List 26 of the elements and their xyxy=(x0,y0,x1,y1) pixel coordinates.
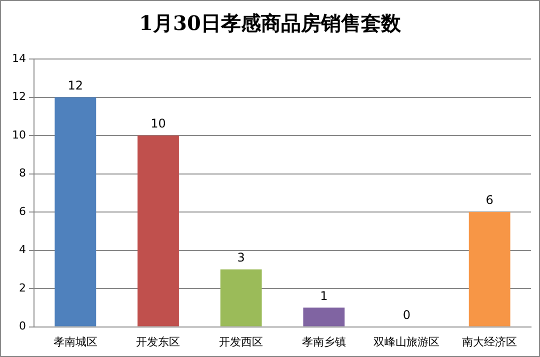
x-tick-label: 开发西区 xyxy=(219,335,264,348)
data-label: 3 xyxy=(237,250,245,265)
x-tick-label: 孝南城区 xyxy=(53,335,98,348)
chart-title: 1月30日孝感商品房销售套数 xyxy=(139,11,402,36)
y-tick-label: 4 xyxy=(18,243,26,256)
y-tick-label: 0 xyxy=(18,320,26,333)
x-tick-label: 双峰山旅游区 xyxy=(374,335,440,348)
y-tick-label: 8 xyxy=(18,166,26,180)
y-tick-label: 14 xyxy=(12,52,26,65)
bar xyxy=(54,97,96,326)
bar xyxy=(303,308,345,326)
y-tick-label: 12 xyxy=(12,90,26,104)
x-tick-label: 孝南乡镇 xyxy=(302,335,346,348)
bar xyxy=(468,212,510,326)
x-tick-label: 开发东区 xyxy=(136,335,180,348)
y-tick-label: 10 xyxy=(12,128,26,142)
bar xyxy=(138,136,179,326)
y-tick-label: 2 xyxy=(18,281,26,294)
data-label: 0 xyxy=(402,308,411,322)
data-label: 6 xyxy=(486,193,494,208)
data-label: 1 xyxy=(320,288,328,303)
bar xyxy=(220,269,262,326)
data-label: 10 xyxy=(150,116,166,131)
data-label: 12 xyxy=(68,78,84,92)
y-tick-label: 6 xyxy=(18,204,26,218)
x-tick-label: 南大经济区 xyxy=(462,335,518,348)
